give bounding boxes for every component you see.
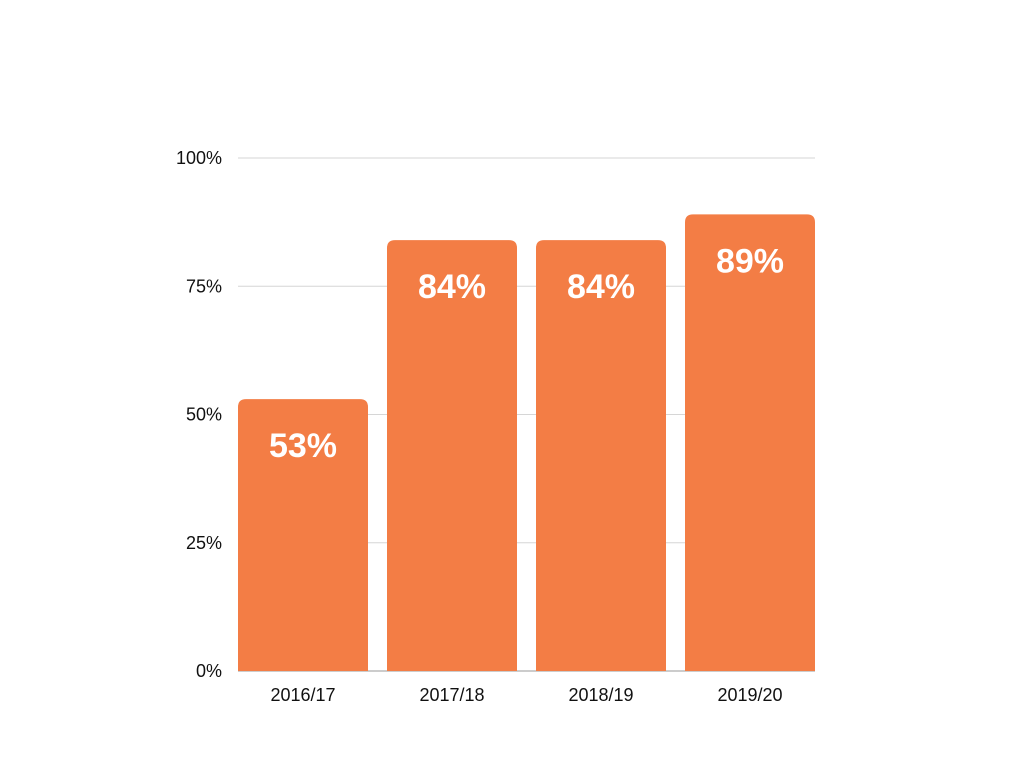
x-tick-label: 2016/17 xyxy=(270,685,335,705)
y-tick-label: 50% xyxy=(186,405,222,425)
bars xyxy=(238,214,815,671)
bar-value-label: 53% xyxy=(269,427,337,465)
bar xyxy=(238,399,368,671)
y-tick-label: 100% xyxy=(176,148,222,168)
y-tick-label: 75% xyxy=(186,276,222,296)
bar-value-label: 89% xyxy=(716,242,784,280)
x-axis-category-labels: 2016/17 2017/18 2018/19 2019/20 xyxy=(270,685,782,705)
x-tick-label: 2018/19 xyxy=(568,685,633,705)
data-labels: 53% 84% 84% 89% xyxy=(269,242,784,465)
bar-value-label: 84% xyxy=(418,268,486,306)
y-axis-tick-labels: 0% 25% 50% 75% 100% xyxy=(176,148,222,681)
bar xyxy=(387,240,517,671)
bar xyxy=(536,240,666,671)
bar xyxy=(685,214,815,671)
y-tick-label: 25% xyxy=(186,533,222,553)
y-tick-label: 0% xyxy=(196,661,222,681)
x-tick-label: 2019/20 xyxy=(717,685,782,705)
x-tick-label: 2017/18 xyxy=(419,685,484,705)
bar-value-label: 84% xyxy=(567,268,635,306)
